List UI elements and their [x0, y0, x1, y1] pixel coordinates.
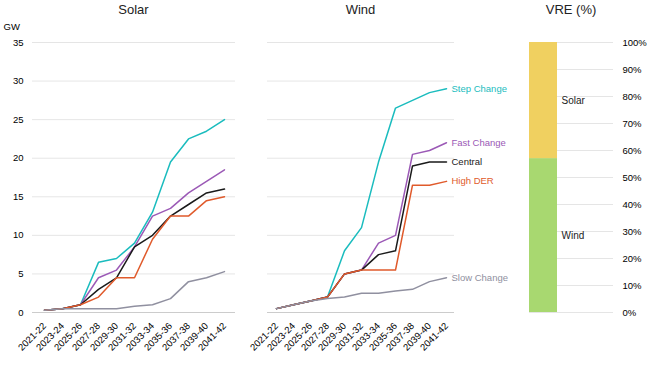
- svg-text:Step Change: Step Change: [452, 83, 507, 94]
- svg-text:10%: 10%: [623, 280, 643, 291]
- svg-text:2031-32: 2031-32: [332, 320, 366, 353]
- svg-text:Fast Change: Fast Change: [452, 137, 506, 148]
- svg-text:2035-36: 2035-36: [366, 320, 400, 353]
- svg-text:Central: Central: [452, 156, 483, 167]
- svg-text:0: 0: [18, 307, 23, 318]
- svg-text:2035-36: 2035-36: [141, 320, 175, 353]
- svg-text:30: 30: [13, 75, 24, 86]
- svg-text:2025-26: 2025-26: [281, 320, 315, 353]
- svg-text:2041-42: 2041-42: [418, 320, 450, 352]
- svg-text:2029-30: 2029-30: [315, 320, 349, 353]
- svg-text:5: 5: [18, 268, 23, 279]
- svg-text:2021-22: 2021-22: [247, 320, 281, 353]
- svg-text:30%: 30%: [623, 226, 643, 237]
- svg-text:2041-42: 2041-42: [196, 320, 228, 352]
- svg-text:GW: GW: [4, 21, 20, 32]
- svg-text:2027-28: 2027-28: [69, 320, 103, 353]
- svg-text:2023-24: 2023-24: [33, 320, 67, 353]
- html-text:Wind: Wind: [345, 2, 376, 17]
- svg-text:0%: 0%: [623, 307, 637, 318]
- svg-text:2037-38: 2037-38: [383, 320, 417, 353]
- svg-text:2033-34: 2033-34: [349, 320, 383, 353]
- svg-text:10: 10: [13, 229, 24, 240]
- svg-text:2039-40: 2039-40: [400, 320, 434, 353]
- svg-text:100%: 100%: [623, 37, 648, 48]
- svg-text:90%: 90%: [623, 64, 643, 75]
- svg-text:High DER: High DER: [452, 175, 494, 186]
- svg-text:Wind: Wind: [562, 230, 585, 241]
- svg-text:2025-26: 2025-26: [51, 320, 85, 353]
- svg-text:2029-30: 2029-30: [87, 320, 121, 353]
- svg-text:Solar: Solar: [562, 95, 586, 106]
- html-text:Solar: Solar: [118, 2, 149, 17]
- svg-text:25: 25: [13, 114, 24, 125]
- svg-text:2039-40: 2039-40: [177, 320, 211, 353]
- svg-text:2027-28: 2027-28: [298, 320, 332, 353]
- svg-text:2023-24: 2023-24: [264, 320, 298, 353]
- svg-text:20: 20: [13, 152, 24, 163]
- svg-text:35: 35: [13, 37, 24, 48]
- svg-text:20%: 20%: [623, 253, 643, 264]
- svg-text:80%: 80%: [623, 91, 643, 102]
- svg-text:Slow Change: Slow Change: [452, 272, 509, 283]
- svg-text:15: 15: [13, 191, 24, 202]
- svg-text:2021-22: 2021-22: [15, 320, 49, 353]
- svg-text:50%: 50%: [623, 172, 643, 183]
- svg-text:60%: 60%: [623, 145, 643, 156]
- html-text:VRE (%): VRE (%): [545, 2, 597, 17]
- svg-text:2031-32: 2031-32: [105, 320, 139, 353]
- svg-text:40%: 40%: [623, 199, 643, 210]
- svg-text:2037-38: 2037-38: [159, 320, 193, 353]
- svg-text:70%: 70%: [623, 118, 643, 129]
- svg-text:2033-34: 2033-34: [123, 320, 157, 353]
